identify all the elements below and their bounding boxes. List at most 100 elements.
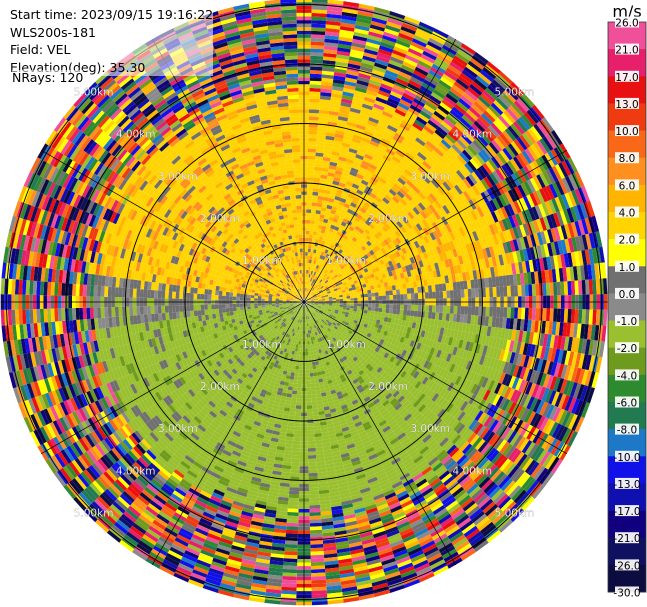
velocity-gate (330, 244, 335, 249)
velocity-gate (305, 227, 310, 231)
velocity-gate (329, 161, 338, 167)
velocity-gate (309, 281, 312, 286)
velocity-gate (313, 177, 321, 182)
velocity-gate (424, 311, 429, 319)
velocity-gate (308, 284, 310, 289)
velocity-gate (334, 264, 339, 269)
velocity-gate (370, 137, 381, 145)
velocity-gate (458, 98, 471, 110)
velocity-gate (352, 35, 368, 42)
velocity-gate (363, 52, 377, 59)
velocity-gate (388, 121, 400, 130)
velocity-gate (317, 254, 321, 259)
velocity-gate (340, 22, 356, 29)
velocity-gate (306, 387, 311, 392)
velocity-gate (327, 272, 331, 277)
velocity-gate (312, 408, 319, 413)
velocity-gate (366, 86, 380, 94)
velocity-gate (308, 266, 311, 271)
velocity-gate (317, 224, 323, 230)
velocity-gate (421, 128, 433, 138)
velocity-gate (336, 302, 340, 305)
velocity-gate (344, 215, 350, 221)
velocity-gate (425, 122, 437, 133)
velocity-gate (410, 160, 420, 169)
velocity-gate (368, 204, 376, 212)
velocity-gate (496, 307, 501, 318)
velocity-gate (325, 20, 341, 26)
velocity-gate (320, 229, 326, 234)
velocity-gate (305, 252, 308, 256)
velocity-gate (450, 128, 462, 139)
velocity-gate (315, 149, 324, 154)
velocity-gate (313, 227, 318, 232)
velocity-gate (324, 241, 329, 246)
velocity-gate (425, 305, 429, 312)
velocity-gate (329, 107, 340, 113)
velocity-gate (310, 70, 323, 75)
velocity-gate (362, 156, 372, 164)
velocity-gate (352, 134, 363, 141)
velocity-gate (307, 255, 311, 260)
velocity-gate (322, 156, 331, 162)
velocity-gate (344, 131, 354, 138)
velocity-gate (407, 304, 412, 311)
velocity-gate (405, 152, 415, 161)
velocity-gate (306, 296, 310, 300)
velocity-gate (340, 175, 349, 181)
velocity-gate (370, 310, 375, 315)
velocity-gate (338, 201, 345, 207)
velocity-gate (361, 103, 374, 111)
velocity-gate (333, 199, 340, 205)
velocity-gate (322, 260, 327, 265)
velocity-gate (315, 386, 321, 391)
velocity-gate (372, 13, 389, 22)
velocity-gate (305, 244, 309, 249)
velocity-gate (318, 185, 326, 190)
velocity-gate (358, 113, 370, 121)
velocity-gate (307, 348, 311, 352)
velocity-gate (401, 185, 410, 194)
velocity-gate (329, 213, 335, 218)
velocity-gate (314, 433, 322, 438)
velocity-gate (428, 37, 444, 48)
velocity-gate (411, 143, 422, 152)
velocity-gate (309, 369, 314, 374)
velocity-gate (338, 112, 349, 118)
velocity-gate (346, 154, 356, 161)
velocity-gate (326, 175, 334, 181)
velocity-gate (419, 149, 430, 159)
velocity-gate (389, 198, 398, 207)
velocity-gate (332, 217, 339, 223)
velocity-gate (368, 143, 378, 151)
velocity-gate (315, 152, 324, 157)
velocity-gate (381, 312, 386, 317)
velocity-gate (342, 138, 352, 145)
velocity-gate (340, 18, 356, 25)
velocity-gate (318, 221, 324, 226)
velocity-gate (309, 270, 312, 275)
velocity-gate (389, 11, 406, 20)
velocity-gate (352, 38, 367, 46)
velocity-gate (309, 234, 313, 239)
velocity-gate (454, 103, 467, 115)
velocity-gate (374, 196, 383, 203)
velocity-gate (496, 286, 501, 297)
velocity-gate (313, 249, 317, 254)
velocity-gate (385, 290, 390, 296)
velocity-gate (327, 6, 343, 12)
velocity-gate (345, 211, 352, 218)
velocity-gate (381, 79, 395, 88)
velocity-gate (408, 177, 417, 186)
velocity-gate (360, 179, 369, 186)
velocity-gate (305, 355, 309, 360)
velocity-gate (425, 101, 438, 111)
velocity-gate (370, 160, 379, 168)
velocity-gate (485, 287, 490, 298)
velocity-gate (383, 73, 397, 81)
velocity-gate (492, 307, 497, 318)
velocity-gate (336, 50, 351, 57)
velocity-gate (306, 401, 313, 406)
velocity-gate (396, 289, 401, 295)
velocity-gate (323, 49, 338, 55)
